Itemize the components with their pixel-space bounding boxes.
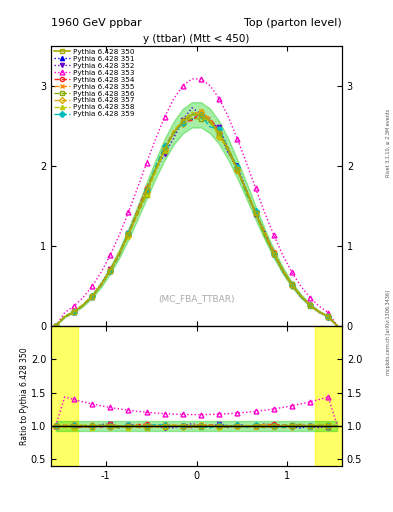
Text: Top (parton level): Top (parton level) xyxy=(244,18,342,28)
Text: 1960 GeV ppbar: 1960 GeV ppbar xyxy=(51,18,142,28)
Text: mcplots.cern.ch [arXiv:1306.3436]: mcplots.cern.ch [arXiv:1306.3436] xyxy=(386,290,391,375)
Y-axis label: Ratio to Pythia 6.428 350: Ratio to Pythia 6.428 350 xyxy=(20,347,29,445)
Text: (MC_FBA_TTBAR): (MC_FBA_TTBAR) xyxy=(158,294,235,304)
Text: Rivet 3.1.10, ≥ 2.3M events: Rivet 3.1.10, ≥ 2.3M events xyxy=(386,109,391,178)
Legend: Pythia 6.428 350, Pythia 6.428 351, Pythia 6.428 352, Pythia 6.428 353, Pythia 6: Pythia 6.428 350, Pythia 6.428 351, Pyth… xyxy=(53,48,135,118)
Title: y (ttbar) (Mtt < 450): y (ttbar) (Mtt < 450) xyxy=(143,34,250,44)
